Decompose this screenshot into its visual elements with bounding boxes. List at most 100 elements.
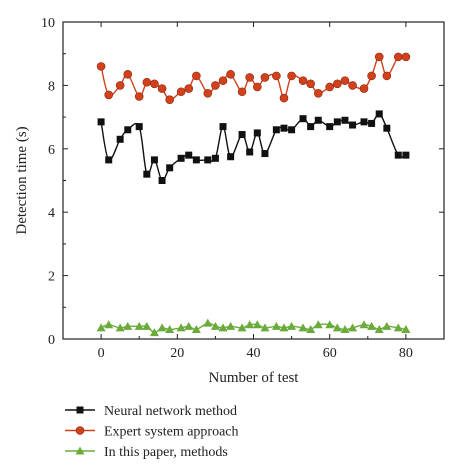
data-point-triangle — [306, 324, 316, 333]
data-point-triangle — [165, 324, 175, 333]
data-point-triangle — [260, 323, 270, 332]
data-point-square — [253, 129, 261, 137]
data-point-triangle — [203, 318, 213, 327]
data-point-triangle — [134, 321, 144, 330]
x-axis-title: Number of test — [209, 370, 300, 386]
data-point-circle — [333, 79, 342, 89]
data-point-triangle — [313, 320, 323, 329]
data-point-circle — [150, 79, 159, 89]
data-point-circle — [115, 81, 125, 90]
data-point-square — [204, 156, 212, 164]
series-lines — [100, 54, 407, 334]
data-point-circle — [298, 76, 308, 85]
data-point-triangle — [191, 324, 201, 333]
data-point-square — [333, 118, 341, 126]
data-point-circle — [393, 52, 403, 62]
data-point-triangle — [279, 323, 289, 332]
data-point-circle — [226, 70, 235, 79]
y-tick-label: 10 — [41, 16, 55, 31]
data-point-triangle — [287, 321, 297, 330]
data-point-square — [375, 110, 383, 118]
data-point-circle — [272, 71, 281, 81]
data-point-square — [402, 151, 410, 159]
data-point-triangle — [142, 321, 152, 330]
legend-marker-square — [76, 406, 84, 414]
data-point-square — [307, 123, 315, 131]
data-point-circle — [253, 82, 262, 92]
legend-label: Expert system approach — [104, 425, 239, 440]
data-point-square — [326, 123, 334, 131]
data-point-square — [288, 126, 296, 134]
series-markers — [96, 52, 411, 337]
x-tick-label: 20 — [170, 346, 184, 361]
data-point-circle — [96, 62, 106, 71]
data-point-triangle — [340, 324, 350, 333]
data-point-triangle — [298, 323, 308, 332]
data-point-triangle — [382, 321, 392, 330]
data-point-circle — [260, 73, 270, 82]
data-point-circle — [401, 52, 411, 62]
data-point-triangle — [332, 323, 342, 332]
data-point-square — [227, 153, 235, 161]
data-point-square — [211, 154, 219, 162]
data-point-circle — [348, 81, 357, 90]
data-point-square — [166, 164, 174, 172]
data-point-square — [360, 118, 368, 126]
data-point-triangle — [96, 323, 106, 332]
data-point-square — [185, 151, 193, 159]
data-point-circle — [176, 87, 186, 97]
y-tick-label: 6 — [48, 143, 55, 158]
data-point-triangle — [115, 323, 125, 332]
x-tick-label: 40 — [247, 346, 261, 361]
data-point-triangle — [252, 320, 262, 329]
data-point-square — [143, 170, 151, 178]
data-point-circle — [325, 82, 335, 92]
data-point-square — [177, 154, 185, 162]
data-point-square — [314, 116, 322, 124]
data-point-circle — [313, 89, 323, 98]
data-point-triangle — [184, 321, 194, 330]
y-tick-label: 0 — [48, 333, 55, 348]
legend-label: Neural network method — [104, 404, 237, 419]
data-point-square — [135, 123, 143, 131]
data-point-circle — [211, 81, 220, 90]
data-point-triangle — [210, 321, 220, 330]
data-point-square — [238, 131, 246, 139]
data-point-triangle — [374, 324, 384, 333]
data-point-square — [158, 177, 166, 184]
data-point-triangle — [325, 320, 335, 329]
x-tick-label: 60 — [323, 346, 337, 361]
data-point-square — [394, 151, 402, 159]
data-point-circle — [306, 79, 315, 89]
y-axis-title: Detection time (s) — [14, 126, 30, 234]
data-point-circle — [287, 71, 296, 81]
data-point-triangle — [245, 320, 255, 329]
data-point-circle — [340, 76, 350, 85]
data-point-triangle — [348, 323, 358, 332]
data-point-square — [246, 148, 254, 156]
data-point-triangle — [218, 323, 228, 332]
data-point-circle — [142, 77, 152, 87]
data-point-circle — [245, 73, 254, 82]
data-point-square — [261, 150, 269, 158]
series-line-0 — [100, 113, 407, 182]
data-point-triangle — [149, 328, 159, 337]
data-point-square — [368, 119, 376, 127]
data-point-square — [105, 156, 113, 164]
legend-label: In this paper, methods — [104, 445, 228, 460]
plot-frame — [62, 21, 445, 340]
data-point-circle — [279, 93, 289, 103]
data-point-square — [341, 116, 349, 124]
data-point-square — [272, 126, 280, 134]
data-point-circle — [104, 90, 114, 100]
data-point-triangle — [393, 323, 403, 332]
data-point-triangle — [226, 321, 236, 330]
data-point-triangle — [401, 324, 411, 333]
data-point-circle — [367, 71, 376, 81]
legend-marker-triangle — [75, 446, 85, 455]
data-point-square — [150, 156, 158, 164]
data-point-square — [280, 124, 288, 132]
chart-legend: Neural network method Expert system appro… — [65, 404, 239, 460]
data-point-triangle — [367, 321, 377, 330]
